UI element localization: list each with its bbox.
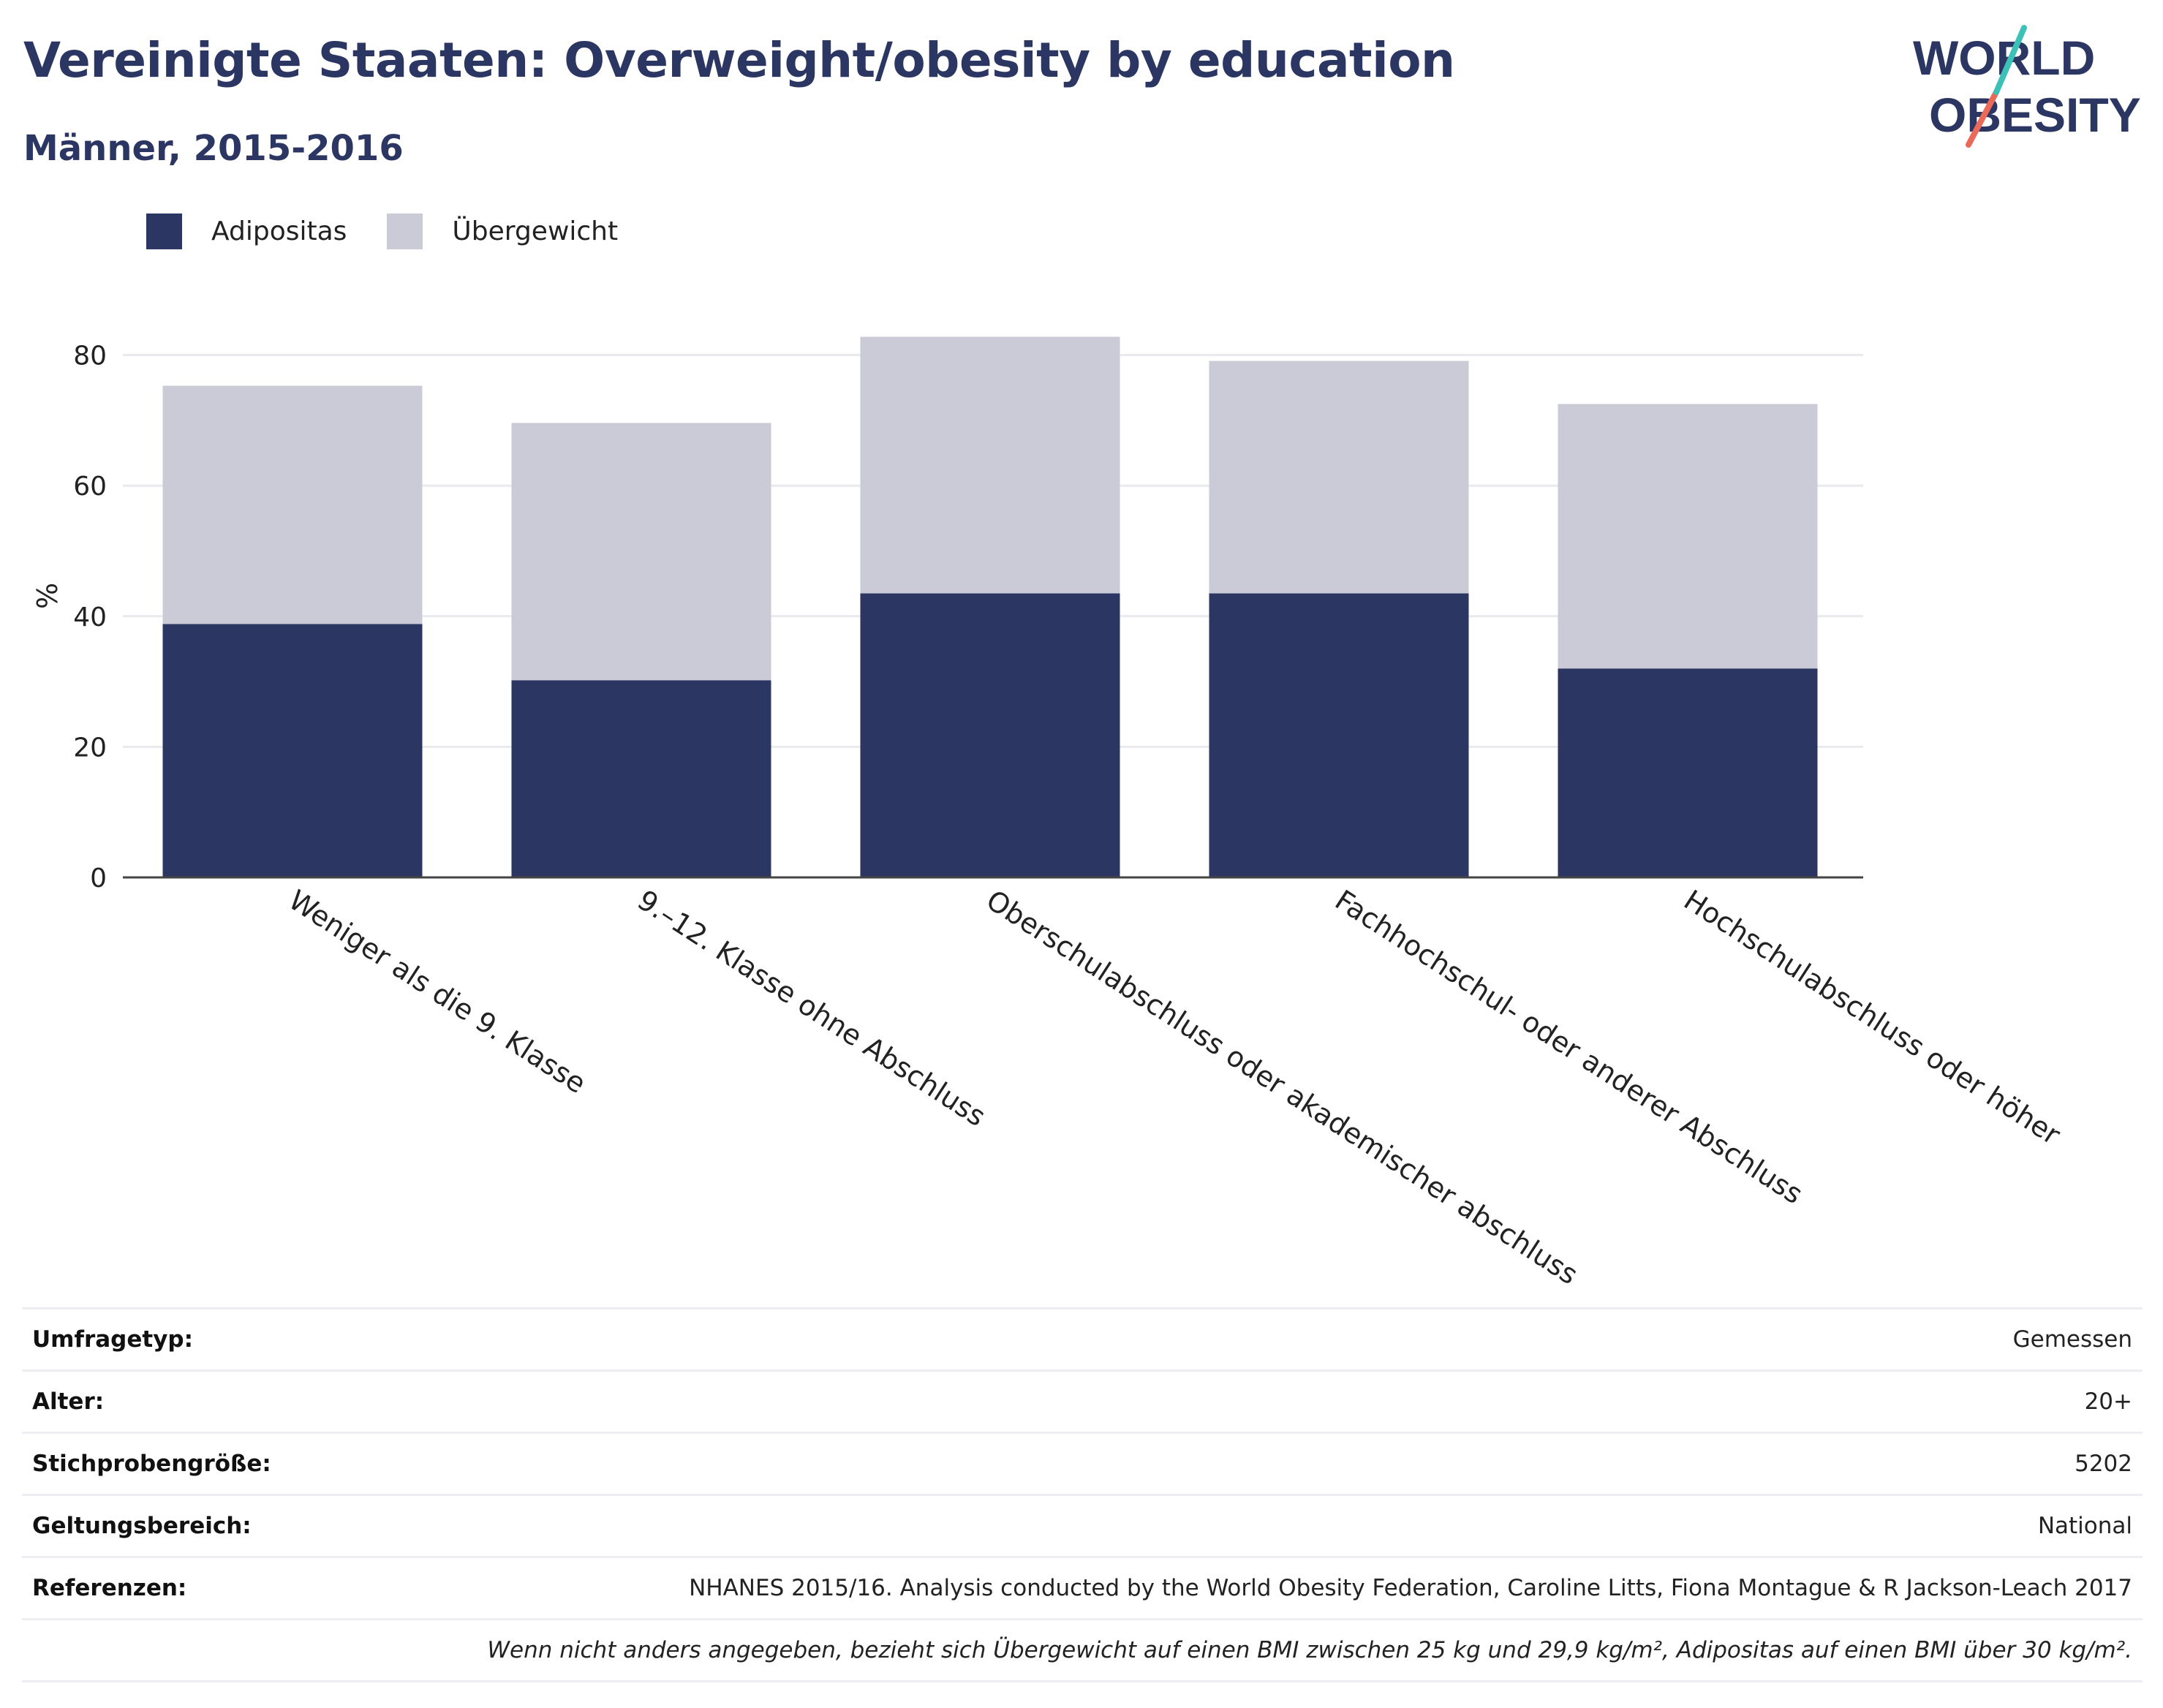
meta-value: 5202 (2075, 1451, 2132, 1477)
meta-row-umfragetyp: Umfragetyp: Gemessen (22, 1307, 2143, 1369)
bar-adipositas (162, 624, 423, 877)
y-tick-label: 0 (90, 864, 107, 893)
world-obesity-logo: WORLD OBESITY (1913, 25, 2141, 148)
y-tick-label: 80 (73, 341, 107, 371)
y-tick-label: 40 (73, 602, 107, 632)
x-tick-label: Hochschulabschluss oder höher (1678, 884, 2066, 1152)
y-tick-label: 20 (73, 733, 107, 763)
meta-key: Umfragetyp: (32, 1326, 193, 1353)
stacked-bar-chart: 0 20 40 60 80% Weniger als die 9. Klasse 9.–12… (31, 336, 2066, 1287)
bar-uebergewicht (1558, 404, 1818, 669)
page-subtitle: Männer, 2015-2016 (23, 128, 404, 169)
legend-swatch-uebergewicht (387, 214, 423, 249)
bar-uebergewicht (860, 336, 1120, 594)
meta-value: Gemessen (2012, 1326, 2132, 1353)
bar-adipositas (1558, 668, 1818, 877)
x-tick-label: Oberschulabschluss oder akademischer abs… (981, 884, 1584, 1287)
bar-adipositas (1209, 593, 1469, 877)
bar-uebergewicht (511, 423, 771, 681)
x-tick-label: 9.–12. Klasse ohne Abschluss (632, 884, 992, 1133)
legend-item-adipositas[interactable]: Adipositas (146, 214, 347, 249)
bar-adipositas (860, 593, 1120, 877)
survey-metadata-table: Umfragetyp: Gemessen Alter: 20+ Stichpro… (22, 1307, 2143, 1682)
meta-key: Referenzen: (32, 1575, 187, 1601)
meta-value: NHANES 2015/16. Analysis conducted by th… (689, 1575, 2132, 1601)
meta-value: National (2037, 1513, 2132, 1539)
meta-footnote: Wenn nicht anders angegeben, bezieht sic… (22, 1618, 2143, 1682)
y-tick-label: 60 (73, 472, 107, 502)
bar-uebergewicht (1209, 360, 1469, 594)
meta-key: Stichprobengröße: (32, 1451, 271, 1477)
bar-adipositas (511, 680, 771, 877)
legend-swatch-adipositas (146, 214, 182, 249)
meta-row-referenzen: Referenzen: NHANES 2015/16. Analysis con… (22, 1556, 2143, 1618)
legend-label-adipositas: Adipositas (211, 216, 347, 246)
meta-row-alter: Alter: 20+ (22, 1369, 2143, 1432)
meta-key: Geltungsbereich: (32, 1513, 252, 1539)
page-title: Vereinigte Staaten: Overweight/obesity b… (23, 32, 1455, 88)
y-axis-label: % (31, 583, 64, 609)
meta-row-stichprobengroesse: Stichprobengröße: 5202 (22, 1432, 2143, 1494)
legend-label-uebergewicht: Übergewicht (452, 216, 619, 246)
svg-text:OBESITY: OBESITY (1929, 88, 2141, 142)
meta-value: 20+ (2084, 1388, 2132, 1415)
meta-row-geltungsbereich: Geltungsbereich: National (22, 1494, 2143, 1556)
meta-key: Alter: (32, 1388, 105, 1415)
legend-item-uebergewicht[interactable]: Übergewicht (387, 214, 618, 249)
footnote-text: Wenn nicht anders angegeben, bezieht sic… (487, 1637, 2132, 1663)
chart-legend: Adipositas Übergewicht (146, 214, 658, 249)
x-tick-label: Weniger als die 9. Klasse (283, 884, 592, 1100)
bar-uebergewicht (162, 385, 423, 624)
